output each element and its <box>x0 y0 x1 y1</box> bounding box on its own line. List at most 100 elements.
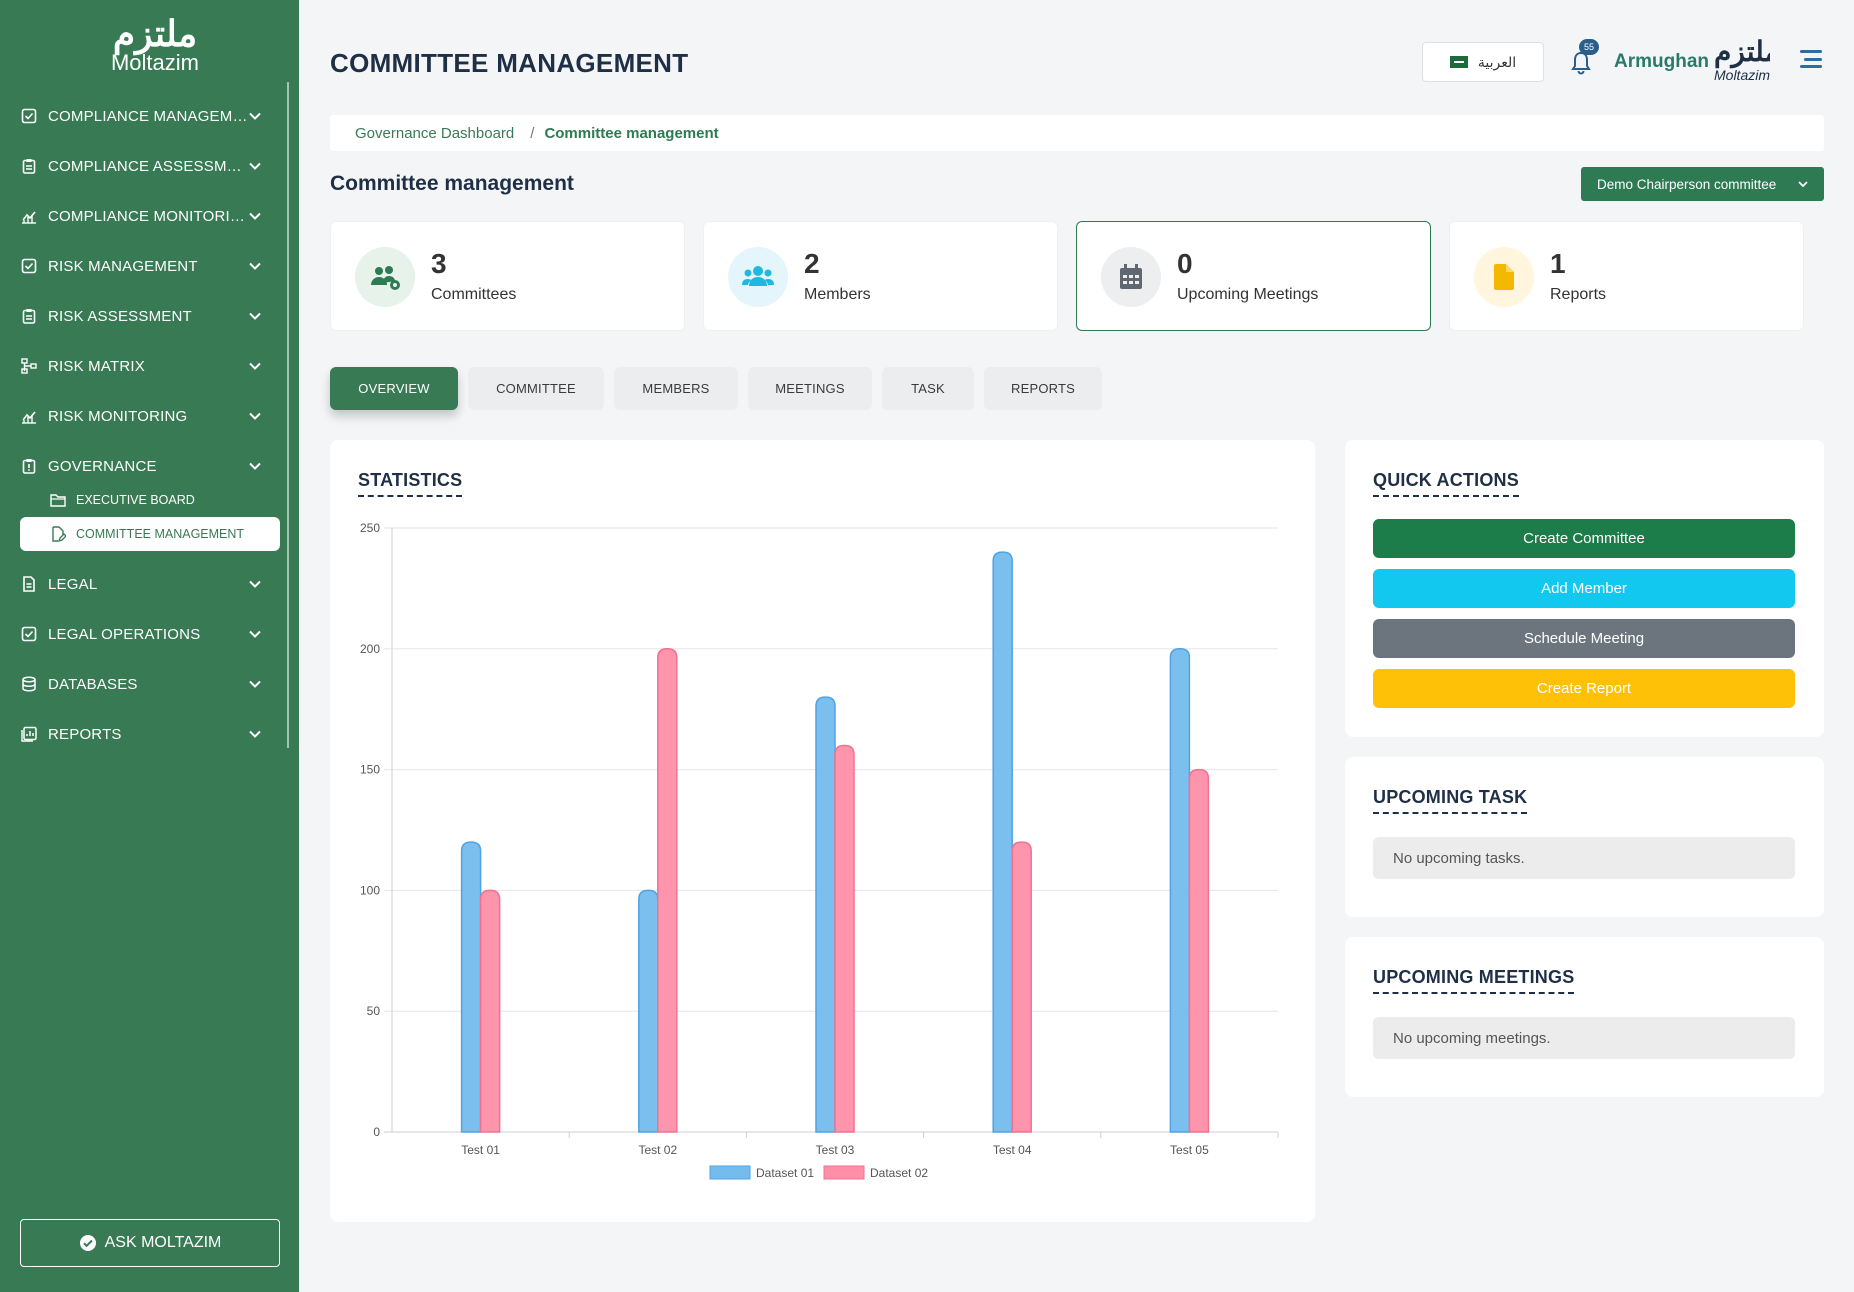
quick-actions-title: QUICK ACTIONS <box>1373 470 1519 497</box>
tab-members[interactable]: MEMBERS <box>614 367 738 410</box>
sidebar-item-label: GOVERNANCE <box>48 457 157 475</box>
sidebar-item-label: COMPLIANCE MONITORING <box>48 207 248 225</box>
bar-dataset-01-test-01[interactable] <box>460 841 482 1133</box>
chevron-down-icon <box>249 630 261 638</box>
bar-dataset-01-test-04[interactable] <box>992 551 1013 1133</box>
x-tick-label: Test 02 <box>638 1143 677 1157</box>
breadcrumb-governance-link[interactable]: Governance Dashboard <box>355 124 515 142</box>
hamburger-menu-icon[interactable] <box>1800 50 1822 70</box>
breadcrumb-current: Committee management <box>544 124 719 142</box>
alert-clipboard-icon <box>20 457 38 475</box>
sidebar-item-risk-matrix[interactable]: RISK MATRIX <box>20 341 270 391</box>
schedule-meeting-button[interactable]: Schedule Meeting <box>1373 619 1795 658</box>
chevron-down-icon <box>249 162 261 170</box>
chevron-down-icon <box>249 262 261 270</box>
clipboard-icon <box>20 307 38 325</box>
chevron-down-icon <box>249 680 261 688</box>
stat-card-members[interactable]: 2 Members <box>703 221 1058 331</box>
page-title: COMMITTEE MANAGEMENT <box>330 48 689 78</box>
stat-card-reports[interactable]: 1 Reports <box>1449 221 1804 331</box>
committee-dropdown-value: Demo Chairperson committee <box>1597 176 1777 192</box>
reports-count: 1 <box>1550 248 1566 279</box>
language-switch-button[interactable]: العربية <box>1422 42 1544 82</box>
chevron-down-icon <box>249 312 261 320</box>
sidebar-item-risk-assessment[interactable]: RISK ASSESSMENT <box>20 291 270 341</box>
y-tick-label: 200 <box>360 642 380 656</box>
committee-dropdown[interactable]: Demo Chairperson committee <box>1581 167 1824 201</box>
calendar-icon <box>1120 264 1142 289</box>
users-icon <box>742 266 774 286</box>
sidebar-item-legal-operations[interactable]: LEGAL OPERATIONS <box>20 609 270 659</box>
legend-label[interactable]: Dataset 01 <box>756 1166 814 1180</box>
x-tick-label: Test 04 <box>993 1143 1032 1157</box>
tab-committee[interactable]: COMMITTEE <box>468 367 604 410</box>
chevron-down-icon <box>249 730 261 738</box>
bar-dataset-02-test-01[interactable] <box>479 889 501 1133</box>
bar-dataset-02-test-05[interactable] <box>1188 768 1210 1133</box>
header-logo-english: Moltazim <box>1714 67 1770 83</box>
create-committee-button[interactable]: Create Committee <box>1373 519 1795 558</box>
sidebar-subitem-executive-board[interactable]: EXECUTIVE BOARD <box>20 483 270 517</box>
sidebar-item-reports[interactable]: REPORTS <box>20 709 270 759</box>
file-edit-icon <box>50 526 66 542</box>
sidebar-subitem-label: EXECUTIVE BOARD <box>76 493 195 507</box>
users-gear-icon <box>371 266 400 290</box>
x-tick-label: Test 03 <box>816 1143 855 1157</box>
y-tick-label: 150 <box>360 763 380 777</box>
check-square-icon <box>20 625 38 643</box>
legend-swatch[interactable] <box>823 1165 865 1180</box>
stat-icon-circle <box>728 247 788 307</box>
legend-label[interactable]: Dataset 02 <box>870 1166 928 1180</box>
upcoming-task-title: UPCOMING TASK <box>1373 787 1528 814</box>
sidebar-subitem-committee-management[interactable]: COMMITTEE MANAGEMENT <box>20 517 280 551</box>
y-tick-label: 50 <box>367 1004 381 1018</box>
stat-icon-circle <box>1101 247 1161 307</box>
sidebar-item-compliance-manageme[interactable]: COMPLIANCE MANAGEME... <box>20 91 270 141</box>
bar-dataset-01-test-05[interactable] <box>1169 648 1191 1133</box>
ask-moltazim-button[interactable]: ASK MOLTAZIM <box>20 1219 280 1267</box>
user-name[interactable]: Armughan <box>1614 51 1709 72</box>
sidebar-item-label: RISK ASSESSMENT <box>48 307 192 325</box>
chevron-down-icon <box>249 462 261 470</box>
sidebar-item-risk-monitoring[interactable]: RISK MONITORING <box>20 391 270 441</box>
bar-dataset-02-test-03[interactable] <box>834 744 855 1133</box>
y-tick-label: 250 <box>360 521 380 535</box>
statistics-title: STATISTICS <box>358 470 463 497</box>
upcoming-task-empty: No upcoming tasks. <box>1373 837 1795 879</box>
tab-reports[interactable]: REPORTS <box>984 367 1102 410</box>
sidebar-scrollbar[interactable] <box>287 82 289 748</box>
chevron-down-icon <box>249 112 261 120</box>
bar-dataset-02-test-04[interactable] <box>1011 841 1032 1133</box>
header-logo-arabic: ملتزم <box>1714 36 1770 68</box>
sidebar-item-risk-management[interactable]: RISK MANAGEMENT <box>20 241 270 291</box>
tab-task[interactable]: TASK <box>882 367 974 410</box>
header-logo: ملتزم Moltazim <box>1714 36 1770 84</box>
sidebar-item-databases[interactable]: DATABASES <box>20 659 270 709</box>
check-circle-icon <box>79 1234 97 1252</box>
create-report-button[interactable]: Create Report <box>1373 669 1795 708</box>
upcoming-meetings-title: UPCOMING MEETINGS <box>1373 967 1575 994</box>
statistics-panel: STATISTICS 0 50 100 150 200 250 Test 01 Test 02… <box>330 440 1315 1222</box>
sidebar-item-label: LEGAL OPERATIONS <box>48 625 201 643</box>
stat-card-committees[interactable]: 3 Committees <box>330 221 685 331</box>
upcoming-meetings-count: 0 <box>1177 248 1193 279</box>
sidebar-item-compliance-monitoring[interactable]: COMPLIANCE MONITORING <box>20 191 270 241</box>
add-member-button[interactable]: Add Member <box>1373 569 1795 608</box>
bar-dataset-01-test-02[interactable] <box>638 889 659 1133</box>
sidebar-item-legal[interactable]: LEGAL <box>20 559 270 609</box>
sidebar-item-label: COMPLIANCE ASSESSMENT <box>48 157 248 175</box>
tab-overview[interactable]: OVERVIEW <box>330 367 458 410</box>
brand-logo[interactable]: ملتزم Moltazim <box>100 14 210 78</box>
sidebar-item-label: DATABASES <box>48 675 138 693</box>
check-square-icon <box>20 257 38 275</box>
bar-dataset-01-test-03[interactable] <box>815 696 836 1133</box>
stat-card-upcoming-meetings[interactable]: 0 Upcoming Meetings <box>1076 221 1431 331</box>
tab-meetings[interactable]: MEETINGS <box>748 367 872 410</box>
check-square-icon <box>20 107 38 125</box>
chevron-down-icon <box>1798 181 1808 188</box>
bar-dataset-02-test-02[interactable] <box>657 648 678 1133</box>
sidebar-item-compliance-assessment[interactable]: COMPLIANCE ASSESSMENT <box>20 141 270 191</box>
chevron-down-icon <box>249 412 261 420</box>
legend-swatch[interactable] <box>709 1165 751 1180</box>
sidebar-item-governance[interactable]: GOVERNANCE <box>20 441 270 491</box>
